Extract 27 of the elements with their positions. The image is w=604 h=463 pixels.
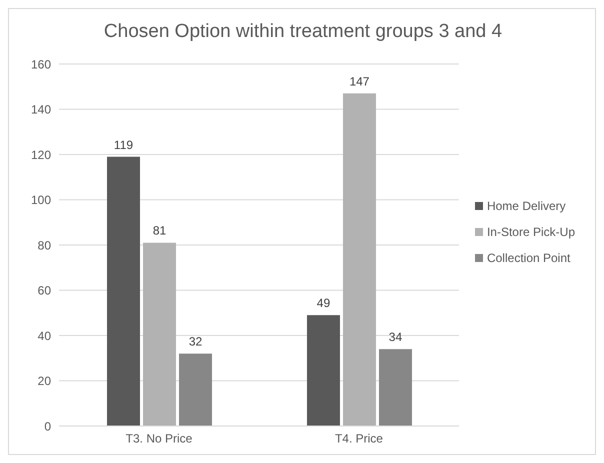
y-tick-label: 80 <box>38 238 52 252</box>
y-tick-label: 140 <box>30 102 52 117</box>
data-label: 147 <box>349 74 370 88</box>
data-label: 81 <box>152 224 166 238</box>
y-tick-label: 40 <box>38 328 52 343</box>
data-label: 49 <box>316 296 330 310</box>
y-tick-label: 0 <box>44 419 52 434</box>
y-tick-label: 20 <box>38 374 52 388</box>
legend-label: In-Store Pick-Up <box>486 224 575 238</box>
bar <box>306 315 340 426</box>
x-tick-label: T3. No Price <box>126 432 193 446</box>
bar <box>142 242 176 426</box>
x-tick-label: T4. Price <box>334 432 384 446</box>
bar <box>106 156 140 426</box>
data-label: 32 <box>188 334 202 349</box>
chart-title: Chosen Option within treatment groups 3 and 4 <box>102 21 504 43</box>
y-tick-label: 120 <box>30 148 52 162</box>
bar <box>342 93 376 426</box>
data-label: 34 <box>388 330 402 344</box>
y-tick-label: 100 <box>30 193 52 208</box>
data-label: 119 <box>114 138 134 152</box>
bar <box>178 354 212 426</box>
y-tick-label: 60 <box>38 284 52 298</box>
y-tick-label: 160 <box>30 57 52 72</box>
legend-label: Collection Point <box>486 250 570 264</box>
bar <box>378 349 412 426</box>
legend-label: Home Delivery <box>486 198 566 212</box>
